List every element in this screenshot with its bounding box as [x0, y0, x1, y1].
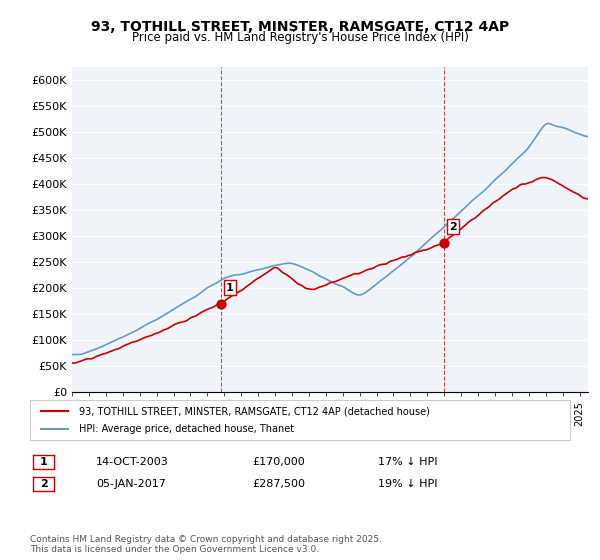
Text: Price paid vs. HM Land Registry's House Price Index (HPI): Price paid vs. HM Land Registry's House … [131, 31, 469, 44]
Text: 93, TOTHILL STREET, MINSTER, RAMSGATE, CT12 4AP (detached house): 93, TOTHILL STREET, MINSTER, RAMSGATE, C… [79, 407, 430, 417]
Point [216, 299, 226, 308]
Text: Contains HM Land Registry data © Crown copyright and database right 2025.
This d: Contains HM Land Registry data © Crown c… [30, 535, 382, 554]
Text: HPI: Average price, detached house, Thanet: HPI: Average price, detached house, Than… [79, 423, 294, 433]
Text: 05-JAN-2017: 05-JAN-2017 [96, 479, 166, 489]
Text: 19% ↓ HPI: 19% ↓ HPI [378, 479, 437, 489]
Text: 1: 1 [226, 283, 233, 293]
Text: 1: 1 [40, 457, 47, 466]
Point [439, 238, 449, 247]
Text: £287,500: £287,500 [252, 479, 305, 489]
Text: 93, TOTHILL STREET, MINSTER, RAMSGATE, CT12 4AP: 93, TOTHILL STREET, MINSTER, RAMSGATE, C… [91, 20, 509, 34]
Text: 17% ↓ HPI: 17% ↓ HPI [378, 457, 437, 467]
Text: 2: 2 [40, 479, 47, 489]
Text: 2: 2 [449, 222, 457, 232]
Text: £170,000: £170,000 [252, 457, 305, 467]
Text: 14-OCT-2003: 14-OCT-2003 [96, 457, 169, 467]
